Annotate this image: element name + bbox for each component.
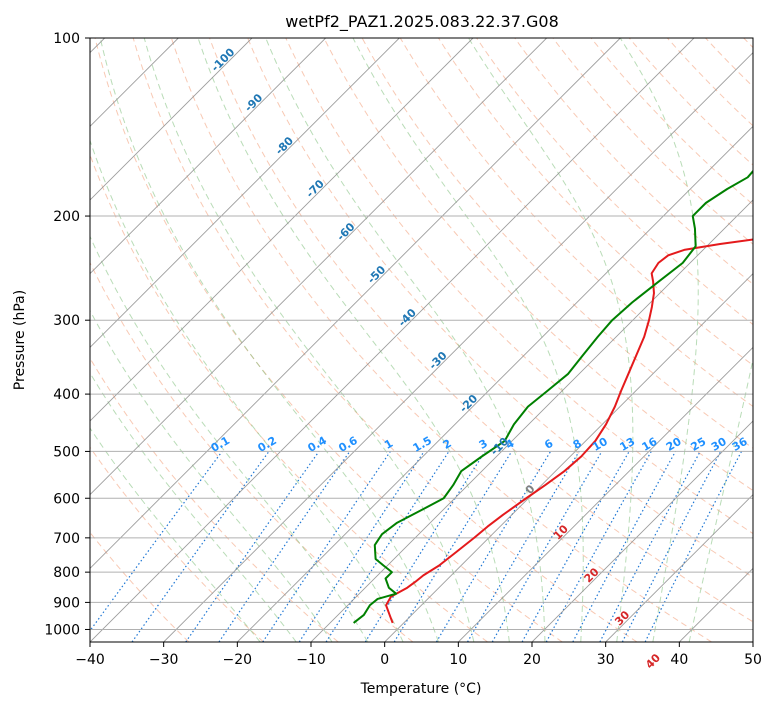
profile-lines (352, 169, 753, 624)
mixing-ratio-line (185, 451, 320, 642)
moist-adiabat (688, 357, 753, 642)
x-axis-label: Temperature (°C) (360, 681, 482, 697)
x-tick-label: −10 (296, 652, 326, 668)
x-tick-label: 20 (523, 652, 541, 668)
moist-adiabat (619, 38, 699, 642)
dry-adiabat (90, 261, 414, 642)
dry-adiabat (247, 38, 753, 578)
dry-adiabat (170, 38, 712, 642)
x-tick-label: 10 (449, 652, 467, 668)
moist-adiabat (90, 235, 369, 642)
mixing-ratio-line (262, 451, 391, 642)
mixing-ratio-line (90, 451, 223, 632)
y-tick-label: 100 (53, 31, 80, 47)
mixing-ratio-line (572, 451, 677, 642)
isotherm-line (310, 199, 753, 642)
isotherm-line (531, 420, 753, 642)
dry-adiabat (209, 38, 753, 623)
skewed-isotherms (90, 38, 753, 642)
dry-adiabats (90, 38, 753, 642)
moist-adiabat (90, 138, 404, 642)
dry-adiabat (285, 38, 753, 535)
isotherm-line (752, 641, 753, 642)
moist-adiabats (90, 38, 753, 642)
moist-adiabat (99, 38, 439, 642)
x-tick-label: 40 (670, 652, 688, 668)
chart-title: wetPf2_PAZ1.2025.083.22.37.G08 (285, 12, 559, 32)
x-tick-label: 30 (597, 652, 615, 668)
isotherm-line (90, 38, 326, 275)
y-axis-ticks: 100 200 300 400 500 600 700 800 900 1000 (44, 31, 90, 638)
dry-adiabat (514, 38, 753, 285)
moist-adiabat (197, 38, 510, 642)
mixing-ratio-line (521, 451, 630, 642)
y-tick-label: 1000 (44, 622, 80, 638)
dry-adiabat (323, 38, 753, 492)
mixing-ratio-line (545, 451, 652, 642)
x-axis-ticks: −40 −30 −20 −10 0 10 20 30 40 50 (75, 642, 762, 668)
isotherm-line (90, 38, 695, 642)
y-tick-label: 300 (53, 313, 80, 329)
y-axis-label: Pressure (hPa) (12, 290, 28, 390)
dewpoint-profile (352, 169, 753, 624)
isotherm-line (458, 346, 753, 642)
isotherm-line (90, 38, 400, 348)
mixing-ratio-line (325, 451, 450, 642)
dry-adiabat (476, 38, 753, 326)
isotherm-line (384, 273, 753, 642)
y-tick-label: 600 (53, 491, 80, 507)
x-tick-label: −40 (75, 652, 105, 668)
moist-adiabat (90, 372, 297, 642)
y-tick-label: 900 (53, 595, 80, 611)
y-tick-label: 200 (53, 209, 80, 225)
moist-adiabat (265, 38, 546, 642)
y-tick-label: 800 (53, 565, 80, 581)
temperature-profile (385, 238, 753, 624)
mixing-ratio-lines (90, 451, 743, 642)
y-tick-label: 400 (53, 387, 80, 403)
x-tick-label: 0 (380, 652, 389, 668)
isotherm-line (90, 38, 547, 496)
isotherm-line (237, 125, 753, 642)
isobar-gridlines (90, 38, 753, 630)
dry-adiabat (90, 357, 339, 642)
dry-adiabat (94, 38, 563, 642)
dry-adiabat (132, 38, 638, 642)
mixing-ratio-line (298, 451, 425, 642)
moist-adiabat (90, 427, 261, 642)
moist-adiabat (352, 38, 584, 642)
y-tick-label: 500 (53, 444, 80, 460)
isotherm-line (163, 52, 753, 642)
mixing-ratio-line (218, 451, 351, 642)
moist-adiabat (143, 38, 475, 642)
x-tick-label: −20 (223, 652, 253, 668)
dry-adiabat (90, 446, 264, 642)
x-tick-label: 50 (744, 652, 762, 668)
mixing-ratio-line (393, 451, 513, 642)
isotherm-label: 40 (643, 651, 663, 671)
isotherm-line (90, 38, 474, 422)
mixing-ratio-line (644, 451, 743, 642)
isotherm-line (90, 38, 621, 569)
isotherm-line (605, 494, 753, 642)
y-tick-label: 700 (53, 531, 80, 547)
mixing-ratio-line (621, 451, 722, 642)
moist-adiabat (90, 309, 333, 642)
x-tick-label: −30 (149, 652, 179, 668)
isotherm-line (90, 38, 253, 201)
plot-frame (89, 37, 754, 643)
